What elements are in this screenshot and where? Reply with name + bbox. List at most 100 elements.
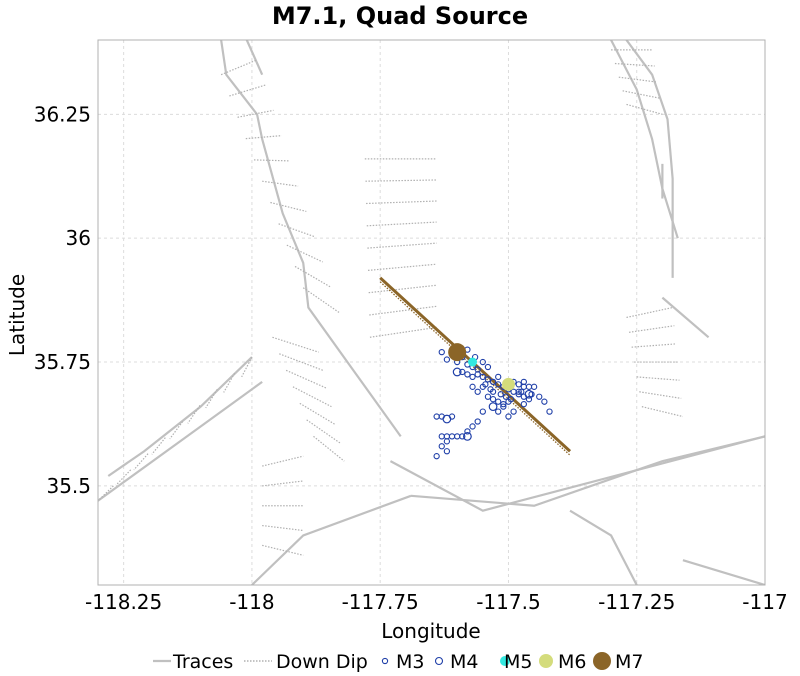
y-tick-label: 36 [66, 226, 91, 250]
legend-item: M5 [500, 651, 532, 673]
event-m7 [448, 343, 467, 362]
event-m3 [495, 398, 502, 405]
event-m3 [448, 433, 456, 440]
event-m3 [487, 386, 494, 393]
event-m4 [488, 402, 498, 412]
down-dip-line [245, 135, 282, 140]
event-m3 [495, 373, 502, 381]
down-dip-line [262, 480, 304, 487]
event-m3 [479, 373, 486, 381]
fault-trace-line [610, 40, 679, 239]
event-m3 [443, 438, 451, 445]
fault-trace-line [625, 40, 674, 278]
down-dip-lines [98, 49, 684, 556]
down-dip-line [151, 437, 166, 455]
down-dip-line [366, 221, 437, 227]
down-dip-line [115, 469, 132, 486]
event-m3 [454, 433, 461, 440]
fault-trace-line [220, 40, 402, 438]
down-dip-line [368, 284, 437, 294]
legend-label: Down Dip [276, 651, 368, 673]
legend-label: M7 [615, 651, 643, 673]
down-dip-line [223, 372, 236, 393]
event-m3 [546, 408, 553, 415]
x-axis-ticks: -118.25 -118 -117.75 -117.5 -117.25 -117 [85, 590, 788, 614]
event-m4 [524, 389, 534, 399]
event-m3 [520, 401, 528, 408]
legend-item: M3 [381, 651, 424, 673]
event-m3 [518, 388, 525, 395]
down-dip-line [622, 90, 660, 99]
event-m3 [464, 428, 471, 435]
chart-title: M7.1, Quad Source [272, 2, 528, 30]
down-dip-line [286, 244, 323, 263]
event-m6 [501, 377, 515, 391]
down-dip-line [272, 336, 319, 353]
fault-trace-line [245, 40, 264, 76]
x-tick-label: -117.75 [342, 590, 419, 614]
event-m3 [433, 413, 440, 420]
grid [98, 40, 766, 585]
x-tick-label: -118 [229, 590, 274, 614]
earthquake-events [433, 343, 553, 460]
event-m3 [497, 391, 504, 398]
event-m3 [541, 398, 548, 405]
down-dip-line [229, 84, 266, 97]
event-m3 [515, 388, 522, 395]
down-dip-line [270, 201, 307, 213]
down-dip-line [302, 287, 340, 313]
x-tick-label: -117.5 [476, 590, 540, 614]
event-m3 [484, 393, 492, 400]
legend-label: M3 [396, 651, 424, 673]
event-m3 [474, 388, 481, 395]
legend-swatch [434, 656, 444, 666]
down-dip-line [639, 391, 682, 399]
event-m3 [469, 373, 476, 381]
x-tick-label: -118.25 [85, 590, 162, 614]
fault-trace-line [410, 435, 765, 507]
down-dip-line [262, 544, 304, 556]
down-dip-line [626, 103, 663, 115]
event-m4 [442, 414, 452, 424]
event-m5 [468, 357, 478, 367]
legend-swatch [381, 657, 389, 665]
legend-item: M7 [593, 651, 643, 673]
down-dip-line [262, 180, 299, 187]
legend-label: M5 [504, 651, 532, 673]
down-dip-line [306, 419, 341, 444]
x-axis-label: Longitude [381, 619, 480, 643]
down-dip-line [262, 524, 304, 532]
event-m3 [464, 371, 471, 378]
down-dip-line [253, 159, 290, 162]
down-dip-line [626, 306, 673, 319]
event-m3 [433, 453, 440, 460]
event-m3 [536, 393, 543, 400]
down-dip-line [367, 263, 437, 271]
down-dip-line [205, 388, 218, 409]
event-m3 [495, 408, 502, 415]
fault-trace-line [389, 435, 765, 512]
event-m3 [443, 356, 451, 363]
down-dip-line [285, 369, 328, 390]
down-dip-line [187, 405, 201, 424]
down-dip-line [631, 343, 677, 348]
event-m3 [530, 383, 538, 390]
event-m3 [525, 396, 533, 403]
down-dip-line [641, 406, 684, 418]
event-m4 [452, 367, 462, 377]
down-dip-line [292, 386, 332, 408]
legend-item: M6 [539, 651, 586, 673]
down-dip-line [369, 305, 437, 316]
event-m3 [459, 368, 466, 376]
event-m4 [463, 431, 472, 441]
event-m3 [474, 371, 481, 378]
down-dip-line [278, 223, 315, 238]
event-m3 [484, 363, 492, 371]
legend-swatch [539, 654, 553, 668]
y-tick-label: 35.5 [46, 474, 91, 498]
legend-swatch [500, 656, 510, 666]
event-m3 [438, 443, 445, 450]
down-dip-line [367, 242, 437, 249]
legend: Traces Down Dip M3 M4 M5 M6 M7 [153, 651, 643, 673]
